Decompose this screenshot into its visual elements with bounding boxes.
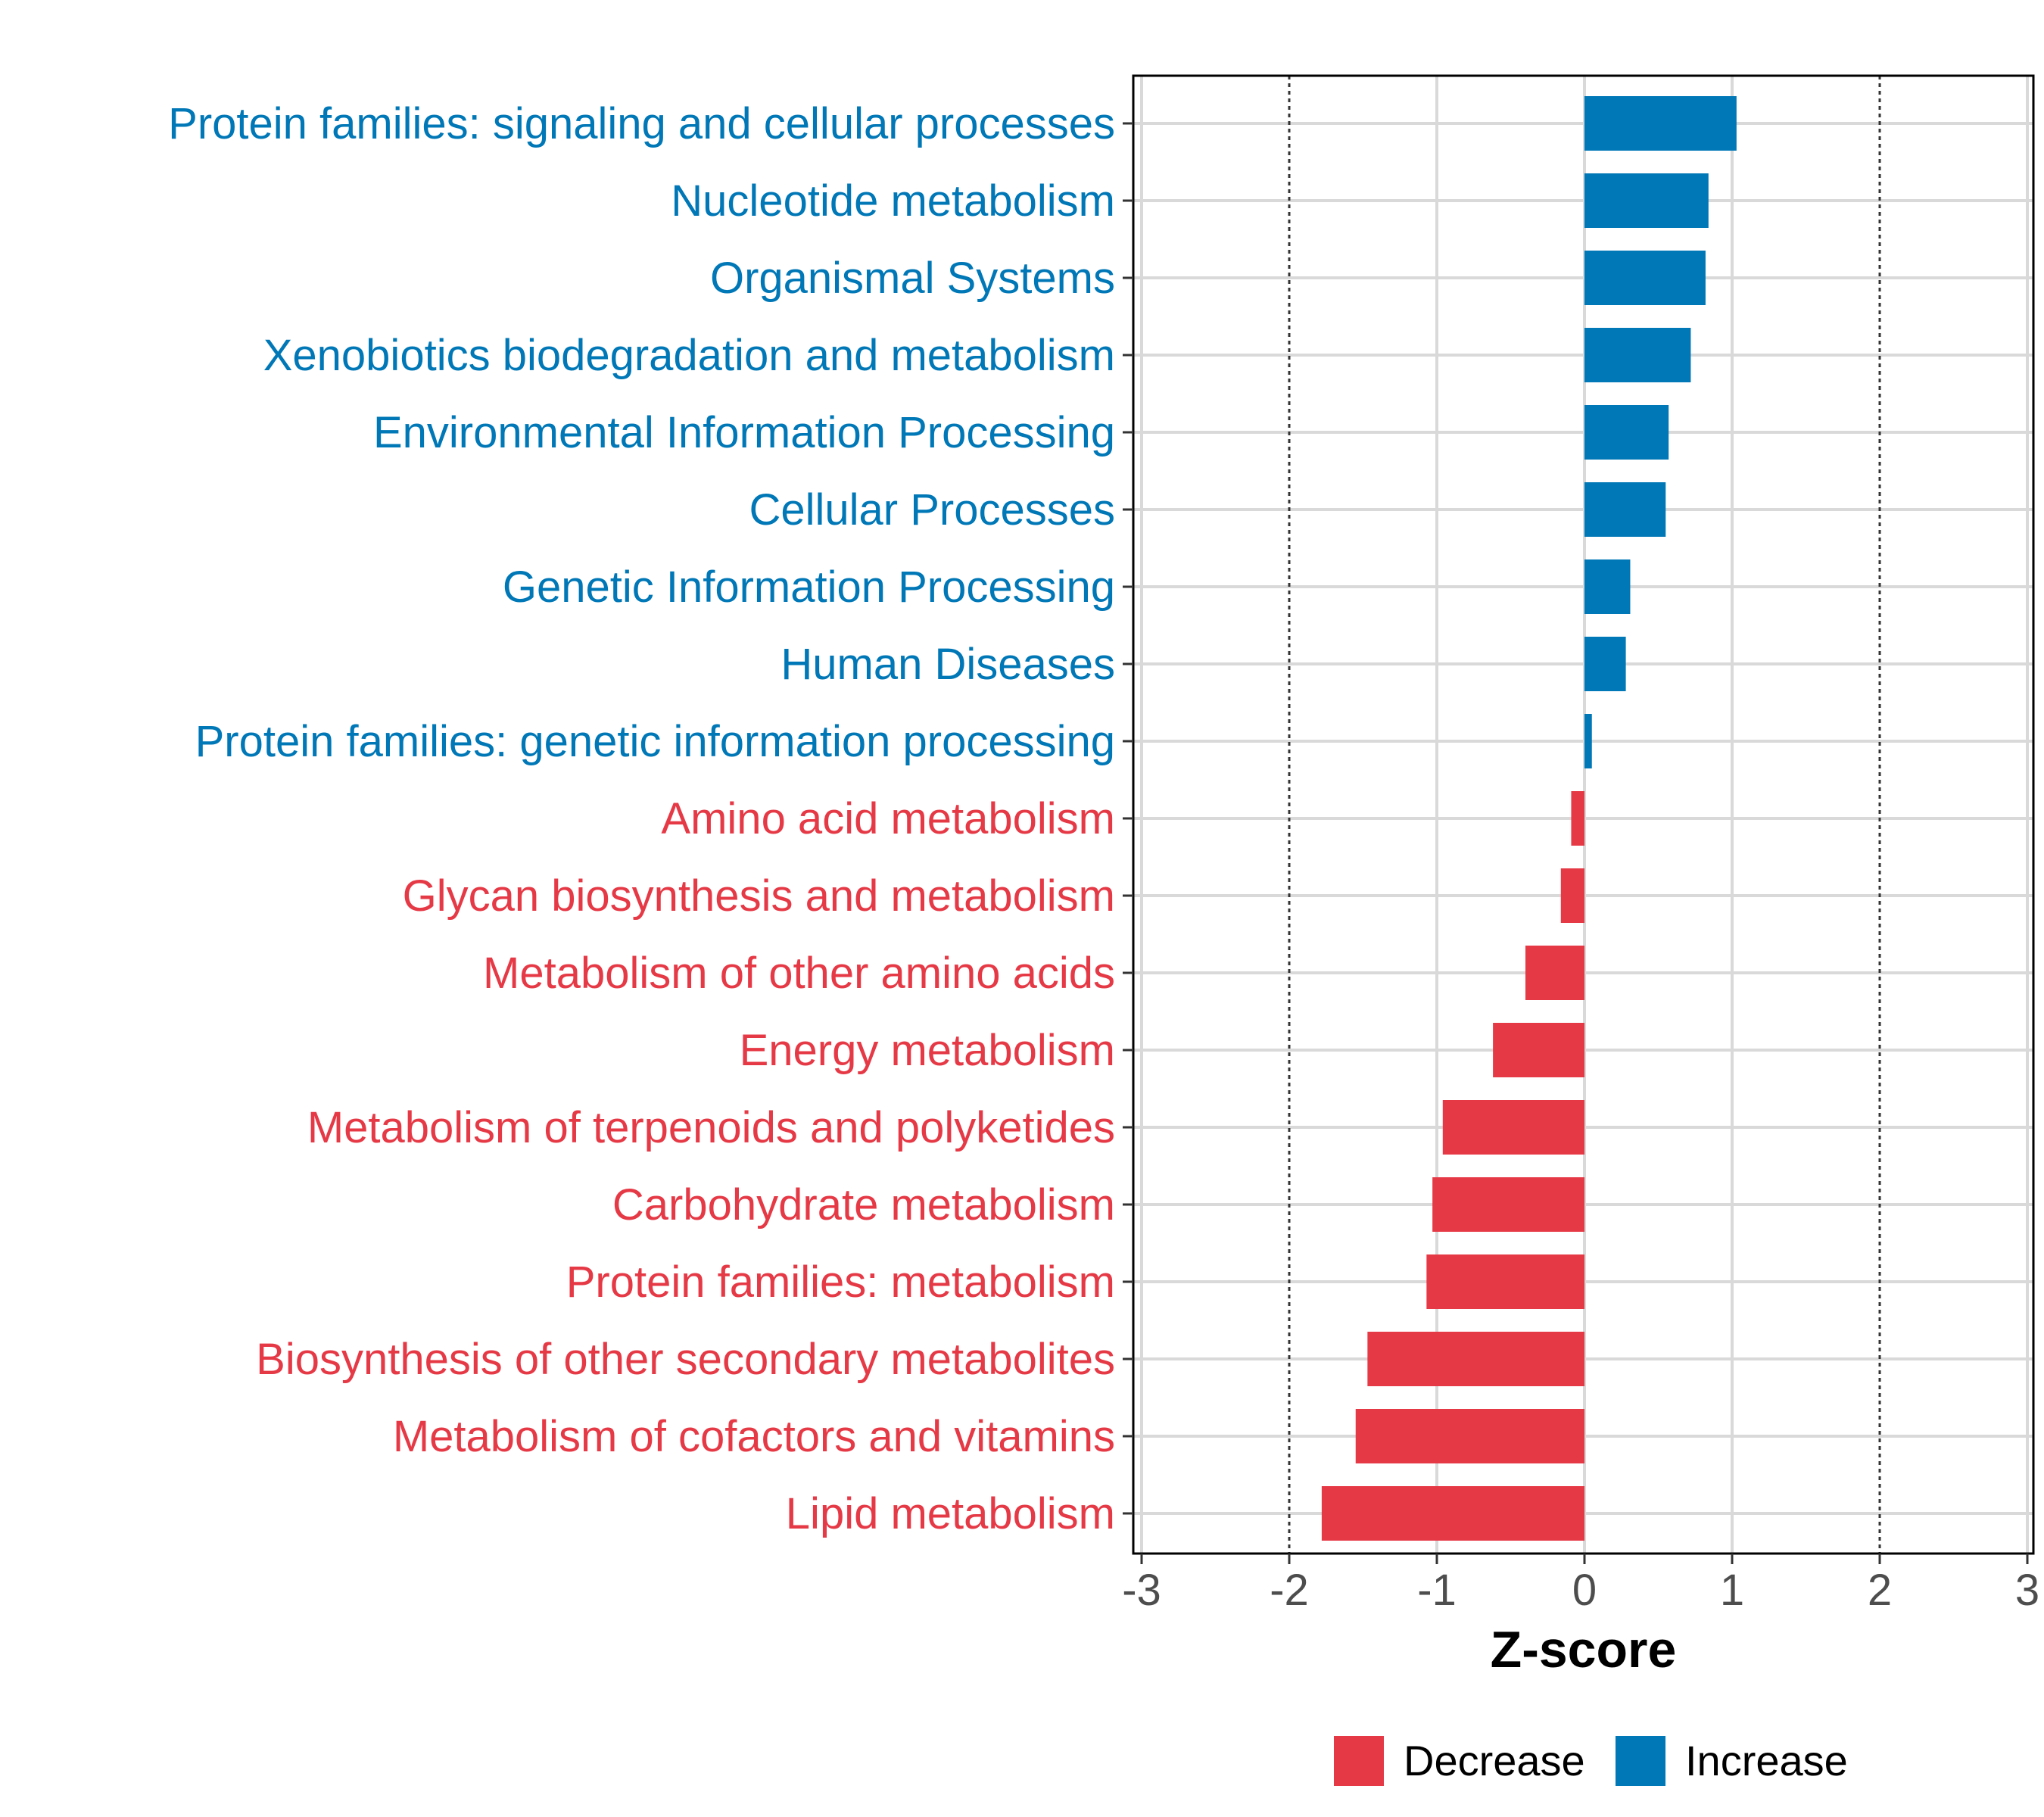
x-tick-label: -3 [1122,1566,1161,1615]
x-tick-label: 1 [1720,1566,1744,1615]
bar [1584,559,1631,614]
bar [1367,1332,1584,1386]
bar [1584,328,1691,382]
category-label: Metabolism of terpenoids and polyketides [307,1103,1115,1152]
bar [1584,405,1669,460]
bar [1571,791,1584,846]
bar [1584,96,1737,151]
category-label: Protein families: metabolism [566,1258,1115,1307]
category-labels: Protein families: signaling and cellular… [168,99,1133,1538]
category-label: Nucleotide metabolism [671,176,1115,226]
category-label: Organismal Systems [710,254,1115,303]
bar-layer [1321,96,1737,1541]
category-label: Energy metabolism [740,1026,1115,1075]
bar [1442,1100,1584,1155]
category-label: Protein families: signaling and cellular… [168,99,1115,148]
bar [1493,1023,1584,1077]
bar [1584,251,1706,305]
category-label: Lipid metabolism [786,1489,1115,1538]
bar [1426,1254,1584,1309]
legend-swatch [1334,1736,1384,1786]
category-label: Protein families: genetic information pr… [195,717,1115,766]
bar [1321,1486,1584,1541]
category-label: Biosynthesis of other secondary metaboli… [256,1335,1115,1384]
bar [1584,637,1626,691]
category-label: Glycan biosynthesis and metabolism [403,871,1115,921]
x-tick-label: 3 [2015,1566,2039,1615]
x-axis-title: Z-score [1491,1621,1677,1678]
legend: Decrease Increase [1334,1736,1848,1786]
category-label: Xenobiotics biodegradation and metabolis… [263,331,1115,380]
category-label: Carbohydrate metabolism [612,1180,1115,1230]
x-tick-label: -2 [1270,1566,1309,1615]
category-label: Amino acid metabolism [661,794,1115,843]
bar [1584,482,1666,537]
category-label: Genetic Information Processing [503,563,1115,612]
legend-label: Decrease [1404,1737,1585,1784]
category-label: Human Diseases [781,640,1115,689]
bar [1560,868,1584,923]
bar [1525,946,1584,1000]
x-axis: -3 -2 -1 0 1 2 3 [1122,1554,2039,1615]
x-tick-label: -1 [1417,1566,1457,1615]
legend-swatch [1616,1736,1665,1786]
bar [1584,714,1592,768]
category-label: Metabolism of cofactors and vitamins [393,1412,1115,1461]
x-tick-label: 2 [1868,1566,1892,1615]
bar [1432,1177,1584,1232]
category-label: Environmental Information Processing [373,408,1115,457]
x-tick-label: 0 [1572,1566,1597,1615]
category-label: Metabolism of other amino acids [483,949,1115,998]
bar [1584,173,1709,228]
category-label: Cellular Processes [749,485,1115,535]
legend-label: Increase [1685,1737,1848,1784]
bar [1355,1409,1584,1463]
